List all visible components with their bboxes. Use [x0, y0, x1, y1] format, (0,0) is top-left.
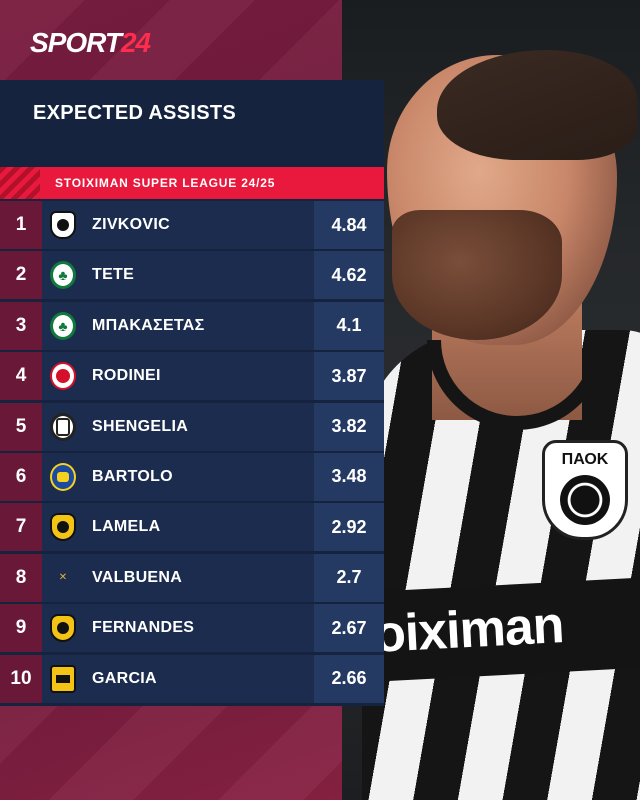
- rank-number: 7: [0, 503, 42, 552]
- panathinaikos-crest-icon: [50, 311, 76, 340]
- player-hair: [437, 50, 637, 160]
- player-cell: [42, 604, 314, 653]
- player-cell: [42, 301, 314, 350]
- player-cell: [42, 201, 314, 249]
- rank-number: 2: [0, 251, 42, 300]
- ofi-crest-icon: [50, 412, 76, 441]
- rank-number: 3: [0, 301, 42, 350]
- paok-badge: ΠΑΟΚ: [542, 440, 628, 540]
- xa-value: 2.7: [314, 553, 384, 602]
- xa-value: 3.87: [314, 352, 384, 401]
- table-row: 9 FERNANDES 2.67: [0, 604, 384, 654]
- ranking-list: 1 ZIVKOVIC 4.84 2 TETE 4.62 3 ΜΠΑΚΑΣΕΤΑΣ…: [0, 201, 384, 705]
- xa-value: 2.66: [314, 654, 384, 703]
- player-name: BARTOLO: [92, 467, 173, 485]
- table-row: 6 BARTOLO 3.48: [0, 452, 384, 503]
- aek-crest-icon: [50, 513, 76, 542]
- table-row: 2 TETE 4.62: [0, 251, 384, 301]
- table-row: 10 GARCIA 2.66: [0, 654, 384, 705]
- table-row: 8 ✕ VALBUENA 2.7: [0, 553, 384, 604]
- league-bar: [0, 167, 384, 199]
- xa-value: 4.62: [314, 251, 384, 300]
- sport24-logo: SPORT24: [30, 27, 151, 59]
- badge-text: ΠΑΟΚ: [561, 451, 609, 468]
- athens-kallithea-crest-icon: ✕: [58, 572, 68, 584]
- rank-number: 4: [0, 352, 42, 401]
- player-name: GARCIA: [92, 669, 157, 687]
- logo-main: SPORT: [30, 27, 122, 58]
- rank-number: 10: [0, 654, 42, 703]
- table-row: 5 SHENGELIA 3.82: [0, 402, 384, 453]
- xa-value: 2.67: [314, 604, 384, 653]
- player-name: ZIVKOVIC: [92, 216, 170, 233]
- page-title: EXPECTED ASSISTS: [33, 102, 236, 124]
- table-row: 3 ΜΠΑΚΑΣΕΤΑΣ 4.1: [0, 301, 384, 352]
- player-name: TETE: [92, 266, 135, 284]
- eagle-icon: [560, 475, 610, 525]
- rank-number: 8: [0, 553, 42, 602]
- logo-accent: 24: [120, 27, 151, 58]
- aris-crest-icon: [50, 664, 76, 693]
- xa-value: 4.84: [314, 201, 384, 249]
- league-stripes-decoration: [0, 167, 40, 199]
- player-name: FERNANDES: [92, 619, 195, 637]
- player-name: VALBUENA: [92, 568, 183, 586]
- xa-value: 4.1: [314, 301, 384, 350]
- table-row: 7 LAMELA 2.92: [0, 503, 384, 553]
- league-name: STOIXIMAN SUPER LEAGUE 24/25: [55, 176, 276, 190]
- rank-number: 9: [0, 604, 42, 653]
- player-name: LAMELA: [92, 518, 161, 536]
- player-cell: [42, 452, 314, 501]
- player-cell: [42, 402, 314, 451]
- player-cell: [42, 553, 314, 602]
- player-cell: [42, 251, 314, 300]
- player-cell: [42, 503, 314, 552]
- player-photo: oiximan ΠΑΟΚ: [342, 0, 640, 800]
- asteras-crest-icon: [50, 462, 76, 491]
- panathinaikos-crest-icon: [50, 261, 76, 290]
- player-name: RODINEI: [92, 367, 161, 385]
- xa-value: 3.48: [314, 452, 384, 501]
- xa-value: 2.92: [314, 503, 384, 552]
- paok-crest-icon: [50, 211, 76, 239]
- table-row: 1 ZIVKOVIC 4.84: [0, 201, 384, 251]
- player-name: SHENGELIA: [92, 417, 189, 435]
- rank-number: 5: [0, 402, 42, 451]
- aek-crest-icon: [50, 614, 76, 643]
- player-cell: [42, 352, 314, 401]
- xa-value: 3.82: [314, 402, 384, 451]
- rank-number: 1: [0, 201, 42, 249]
- player-name: ΜΠΑΚΑΣΕΤΑΣ: [92, 316, 205, 334]
- player-cell: [42, 654, 314, 703]
- player-beard: [392, 210, 562, 340]
- table-row: 4 RODINEI 3.87: [0, 352, 384, 402]
- shirt-sponsor-text: oiximan: [372, 596, 565, 664]
- olympiacos-crest-icon: [50, 362, 76, 391]
- rank-number: 6: [0, 452, 42, 501]
